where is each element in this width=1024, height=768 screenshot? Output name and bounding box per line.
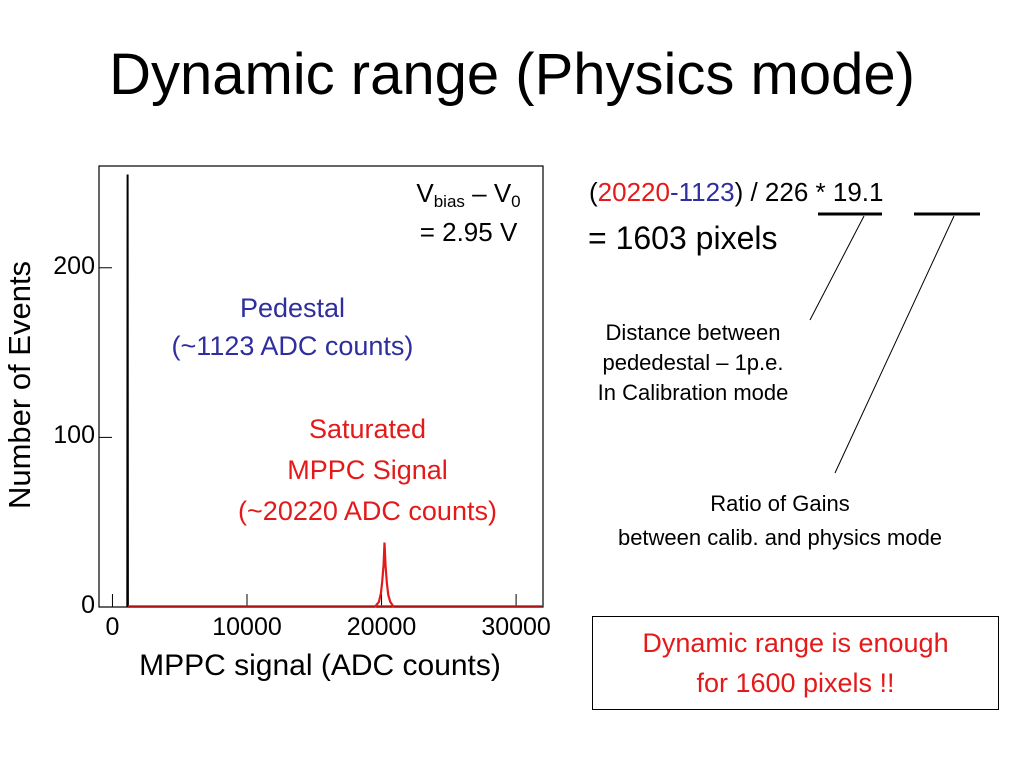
histogram-series-line	[126, 174, 129, 608]
x-axis-label: MPPC signal (ADC counts)	[139, 649, 501, 682]
conclusion-line2: for 1600 pixels !!	[696, 668, 895, 698]
histogram-series	[126, 174, 542, 608]
ratio-line1: Ratio of Gains	[710, 491, 850, 516]
ratio-line2: between calib. and physics mode	[617, 525, 943, 550]
saturated-line1: Saturated	[308, 414, 427, 444]
x-tick-label: 30000	[481, 613, 551, 641]
formula-open: (	[589, 177, 598, 207]
saturated-annotation: Saturated MPPC Signal (~20220 ADC counts…	[195, 409, 540, 532]
pointer-line-226	[809, 215, 865, 321]
formula-minus: -	[669, 177, 679, 207]
pointer-line-19-1	[834, 215, 955, 474]
ratio-note: Ratio of Gains between calib. and physic…	[560, 487, 1000, 555]
pedestal-line1: Pedestal	[239, 293, 346, 323]
vbias-sub0: 0	[511, 192, 521, 211]
x-tick-label: 10000	[212, 613, 282, 641]
formula-value-c: 226	[764, 177, 809, 207]
formula-times: *	[808, 177, 833, 207]
conclusion-box: Dynamic range is enough for 1600 pixels …	[592, 616, 999, 710]
distance-line3: In Calibration mode	[597, 380, 789, 405]
x-tick-label: 20000	[346, 613, 417, 641]
plot-frame	[98, 165, 544, 608]
y-axis-label: Number of Events	[2, 260, 37, 510]
formula: (20220-1123) / 226 * 19.1	[589, 176, 884, 208]
conclusion-line1: Dynamic range is enough	[642, 628, 949, 658]
vbias-dash: – V	[464, 178, 512, 208]
saturated-line3: (~20220 ADC counts)	[238, 496, 497, 526]
vbias-value: = 2.95 V	[419, 217, 518, 247]
saturated-line2: MPPC Signal	[287, 455, 448, 485]
x-axis-ticks	[111, 594, 517, 607]
distance-note: Distance between pededestal – 1p.e. In C…	[560, 318, 826, 408]
distance-line2: pededestal – 1p.e.	[602, 350, 784, 375]
vbias-annotation: Vbias – V0 = 2.95 V	[396, 178, 541, 247]
pedestal-annotation: Pedestal (~1123 ADC counts)	[120, 289, 465, 365]
slide-title: Dynamic range (Physics mode)	[109, 42, 915, 107]
distance-line1: Distance between	[605, 320, 781, 345]
y-axis-ticks	[99, 267, 112, 608]
formula-value-d: 19.1	[832, 177, 884, 207]
formula-close-div: ) /	[734, 177, 765, 207]
pedestal-line2: (~1123 ADC counts)	[171, 331, 414, 361]
x-tick-label: 0	[105, 613, 120, 641]
vbias-sub: bias	[433, 192, 465, 211]
y-tick-label: 100	[53, 421, 95, 450]
vbias-v: V	[416, 178, 434, 208]
formula-result: = 1603 pixels	[588, 220, 778, 256]
y-tick-label: 0	[81, 591, 95, 619]
formula-value-a: 20220	[597, 177, 670, 207]
y-tick-label: 200	[53, 251, 95, 280]
formula-value-b: 1123	[678, 177, 735, 207]
histogram-series-line	[373, 542, 395, 608]
